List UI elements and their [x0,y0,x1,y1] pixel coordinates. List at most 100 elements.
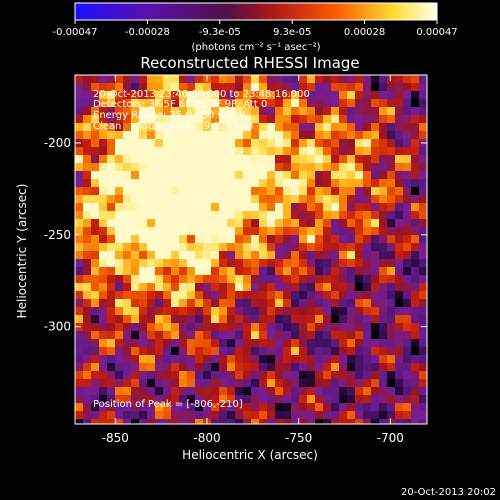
heatmap-cell [115,139,124,148]
heatmap-cell [139,363,148,372]
heatmap-cell [83,403,92,412]
heatmap-cell [323,243,332,252]
heatmap-cell [131,179,140,188]
heatmap-cell [211,411,220,420]
heatmap-cell [219,147,228,156]
heatmap-cell [195,411,204,420]
heatmap-cell [131,155,140,164]
heatmap-cell [371,187,380,196]
heatmap-cell [363,363,372,372]
heatmap-cell [267,339,276,348]
heatmap-cell [395,323,404,332]
heatmap-cell [243,131,252,140]
heatmap-cell [363,187,372,196]
heatmap-cell [419,347,427,356]
heatmap-cell [259,323,268,332]
heatmap-cell [115,91,124,100]
heatmap-cell [387,123,396,132]
heatmap-cell [291,139,300,148]
heatmap-cell [283,187,292,196]
heatmap-cell [235,147,244,156]
heatmap-cell [251,131,260,140]
heatmap-cell [331,227,340,236]
heatmap-cell [371,75,380,84]
heatmap-cell [187,339,196,348]
heatmap-cell [171,371,180,380]
heatmap-cell [83,139,92,148]
heatmap-cell [387,379,396,388]
heatmap-cell [331,291,340,300]
heatmap-cell [315,283,324,292]
heatmap-cell [195,267,204,276]
heatmap-cell [99,251,108,260]
heatmap-cell [91,275,100,284]
heatmap-cell [163,83,172,92]
heatmap-cell [363,315,372,324]
heatmap-cell [83,171,92,180]
heatmap-cell [107,131,116,140]
heatmap-cell [379,371,388,380]
heatmap-cell [339,131,348,140]
heatmap-cell [91,147,100,156]
heatmap-cell [315,195,324,204]
heatmap-cell [403,155,412,164]
heatmap-cell [371,411,380,420]
heatmap-cell [107,139,116,148]
heatmap-cell [275,243,284,252]
heatmap-cell [403,179,412,188]
heatmap-cell [163,147,172,156]
heatmap-cell [339,187,348,196]
heatmap-cell [315,363,324,372]
heatmap-cell [251,91,260,100]
heatmap-cell [235,83,244,92]
heatmap-cell [243,403,252,412]
heatmap-cell [419,235,427,244]
heatmap-cell [91,323,100,332]
heatmap-cell [339,115,348,124]
heatmap-cell [91,115,100,124]
info-clean-counts: Clean Total counts: 9.92E+03 [93,121,253,132]
heatmap-cell [299,275,308,284]
heatmap-cell [259,243,268,252]
heatmap-cell [195,363,204,372]
heatmap-cell [123,131,132,140]
heatmap-cell [83,91,92,100]
heatmap-cell [163,211,172,220]
heatmap-cell [107,83,116,92]
heatmap-cell [107,275,116,284]
heatmap-cell [251,235,260,244]
heatmap-cell [347,235,356,244]
heatmap-cell [83,363,92,372]
x-axis-label: Heliocentric X (arcsec) [182,448,318,462]
heatmap-cell [323,235,332,244]
heatmap-cell [131,371,140,380]
heatmap-cell [347,91,356,100]
heatmap-cell [275,227,284,236]
heatmap-cell [339,283,348,292]
heatmap-cell [235,187,244,196]
heatmap-cell [371,163,380,172]
heatmap-cell [331,355,340,364]
heatmap-cell [163,403,172,412]
heatmap-cell [251,211,260,220]
heatmap-cell [243,379,252,388]
heatmap-cell [179,291,188,300]
heatmap-cell [379,115,388,124]
heatmap-cell [323,347,332,356]
heatmap-cell [267,307,276,316]
heatmap-cell [267,147,276,156]
heatmap-cell [131,107,140,116]
heatmap-cell [419,227,427,236]
heatmap-cell [347,395,356,404]
heatmap-cell [291,211,300,220]
heatmap-cell [155,387,164,396]
heatmap-cell [195,299,204,308]
heatmap-cell [307,235,316,244]
heatmap-cell [171,379,180,388]
heatmap-cell [387,339,396,348]
heatmap-cell [363,379,372,388]
heatmap-cell [363,171,372,180]
heatmap-cell [411,395,420,404]
heatmap-cell [115,267,124,276]
heatmap-cell [275,107,284,116]
